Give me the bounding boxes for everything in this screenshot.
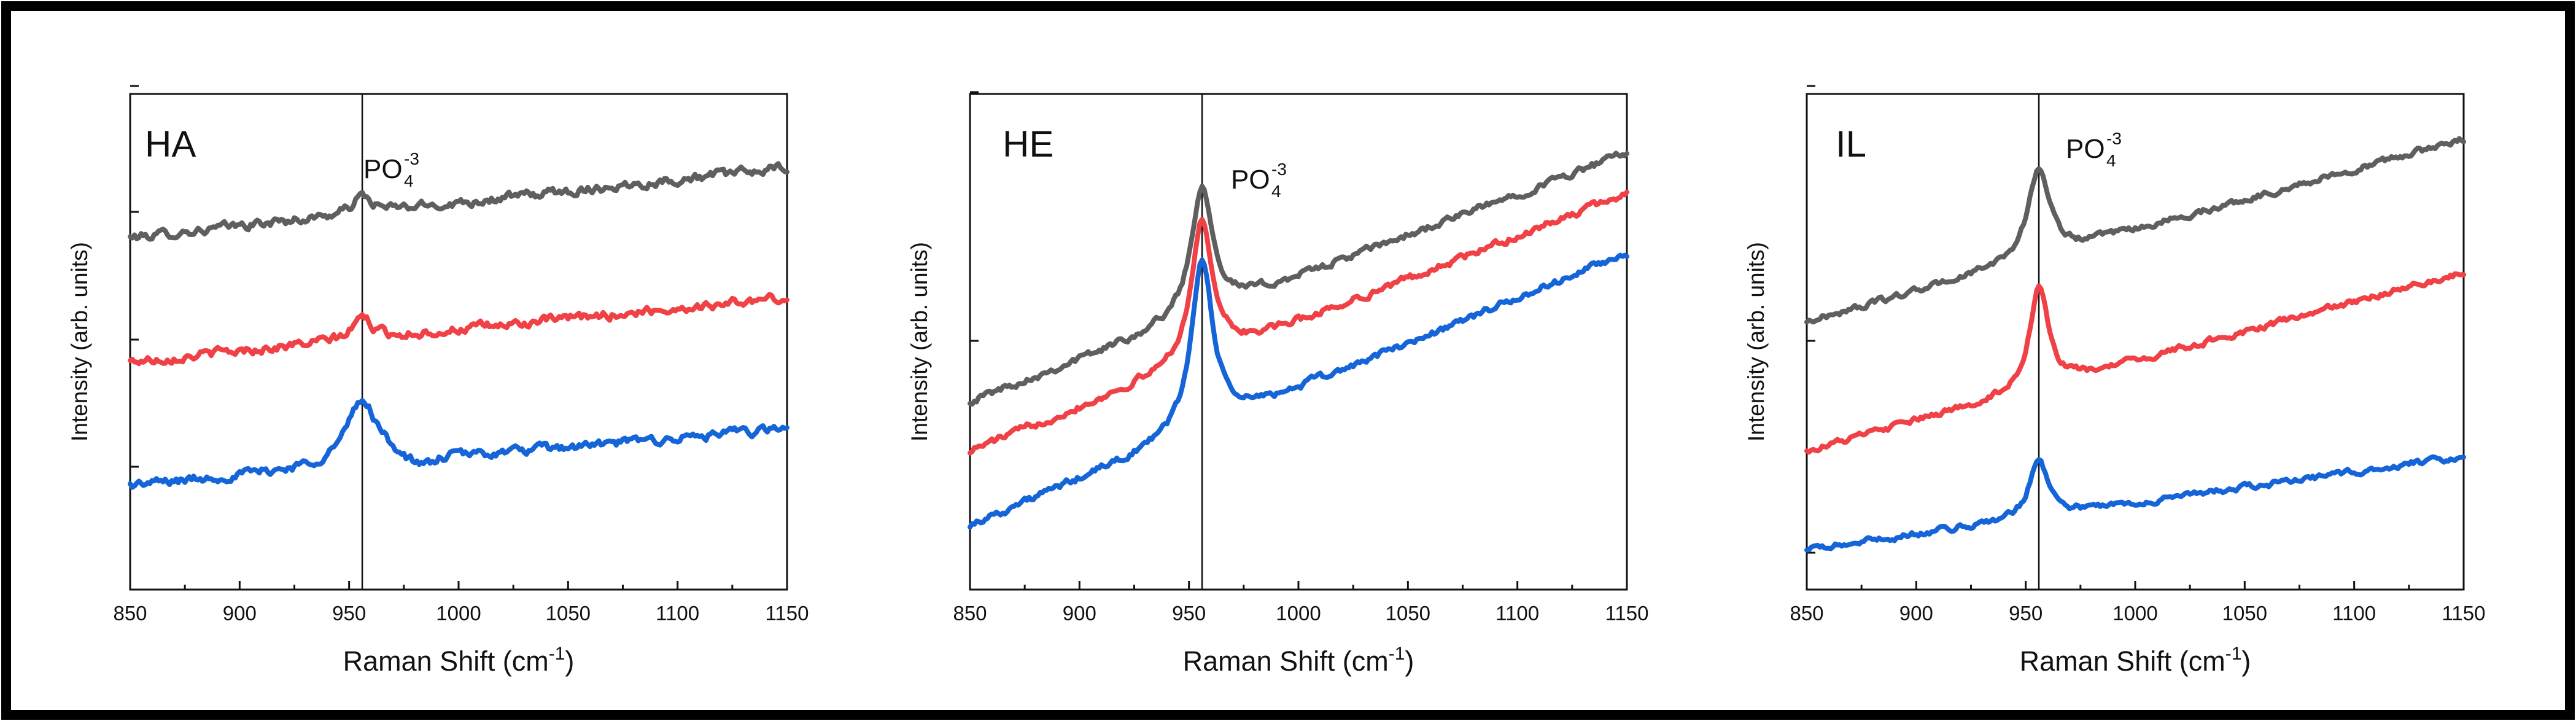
panel-label: IL bbox=[1836, 123, 1866, 165]
panel-he: 850 900 950 1000 1050 1100 1150 HE PO -3 4 Raman Sh… bbox=[907, 91, 1649, 677]
x-tick-label: 850 bbox=[1790, 602, 1823, 625]
y-axis-title: Intensity (arb. units) bbox=[1744, 242, 1769, 442]
series-top-line bbox=[968, 150, 1629, 407]
x-axis-title-end: ) bbox=[2241, 645, 2251, 677]
x-axis-title-superscript: -1 bbox=[2225, 644, 2242, 664]
series-middle-line bbox=[968, 189, 1629, 456]
x-tick-label: 1150 bbox=[2442, 602, 2486, 625]
x-tick-label: 950 bbox=[2009, 602, 2043, 625]
x-tick-label: 900 bbox=[1899, 602, 1933, 625]
x-tick-label: 900 bbox=[1063, 602, 1096, 625]
x-tick-label: 950 bbox=[1172, 602, 1206, 625]
x-tick-label: 1000 bbox=[2112, 602, 2157, 625]
panel-ha: 850 900 950 1000 1050 1100 1150 HA PO -3 4 Raman Sh… bbox=[67, 85, 809, 677]
x-tick-label: 1150 bbox=[766, 602, 809, 625]
x-tick-label: 1050 bbox=[2222, 602, 2267, 625]
x-axis-title: Raman Shift (cm-1) bbox=[1183, 644, 1414, 677]
annotation-subscript: 4 bbox=[1271, 182, 1281, 201]
x-tick-label: 1000 bbox=[1276, 602, 1321, 625]
x-tick-label: 1000 bbox=[436, 602, 481, 625]
annotation-superscript: -3 bbox=[2106, 129, 2122, 148]
x-tick-label: 850 bbox=[113, 602, 147, 625]
series-middle-line bbox=[1804, 271, 2466, 455]
annotation-label: PO bbox=[1231, 165, 1270, 195]
annotation-label: PO bbox=[363, 154, 403, 184]
annotation-subscript: 4 bbox=[404, 171, 414, 190]
series-top-line bbox=[1804, 136, 2466, 325]
series-bottom-line bbox=[968, 252, 1629, 530]
series-bottom-line bbox=[128, 398, 789, 490]
annotation-superscript: -3 bbox=[404, 149, 419, 168]
panel-label: HE bbox=[1003, 123, 1053, 165]
x-axis-title-end: ) bbox=[1405, 645, 1414, 677]
annotation-superscript: -3 bbox=[1271, 160, 1287, 179]
x-tick-label: 1150 bbox=[1605, 602, 1649, 625]
x-axis-title-superscript: -1 bbox=[549, 644, 565, 664]
x-tick-label: 1050 bbox=[546, 602, 591, 625]
x-tick-label: 1100 bbox=[2332, 602, 2376, 625]
x-axis-title: Raman Shift (cm-1) bbox=[343, 644, 575, 677]
x-tick-label: 1100 bbox=[1496, 602, 1539, 625]
x-axis-title-main: Raman Shift (cm bbox=[1183, 645, 1389, 677]
x-axis-title-superscript: -1 bbox=[1389, 644, 1405, 664]
y-axis-title: Intensity (arb. units) bbox=[67, 242, 92, 442]
panel-label: HA bbox=[145, 123, 196, 165]
series-bottom-line bbox=[1804, 454, 2466, 553]
annotation-subscript: 4 bbox=[2106, 151, 2116, 170]
x-tick-label: 900 bbox=[223, 602, 257, 625]
x-axis-title-main: Raman Shift (cm bbox=[343, 645, 549, 677]
y-axis-title: Intensity (arb. units) bbox=[907, 242, 932, 442]
x-axis-title-main: Raman Shift (cm bbox=[2020, 645, 2225, 677]
x-axis-title-end: ) bbox=[565, 645, 574, 677]
x-tick-label: 950 bbox=[332, 602, 366, 625]
x-tick-label: 850 bbox=[953, 602, 987, 625]
x-tick-label: 1050 bbox=[1386, 602, 1430, 625]
x-axis-title: Raman Shift (cm-1) bbox=[2020, 644, 2251, 677]
series-middle-line bbox=[128, 292, 789, 367]
series-top-line bbox=[128, 161, 789, 242]
x-tick-label: 1100 bbox=[656, 602, 699, 625]
annotation-label: PO bbox=[2066, 134, 2105, 164]
panel-il: 850 900 950 1000 1050 1100 1150 IL PO -3 4 Raman Sh… bbox=[1744, 85, 2486, 677]
